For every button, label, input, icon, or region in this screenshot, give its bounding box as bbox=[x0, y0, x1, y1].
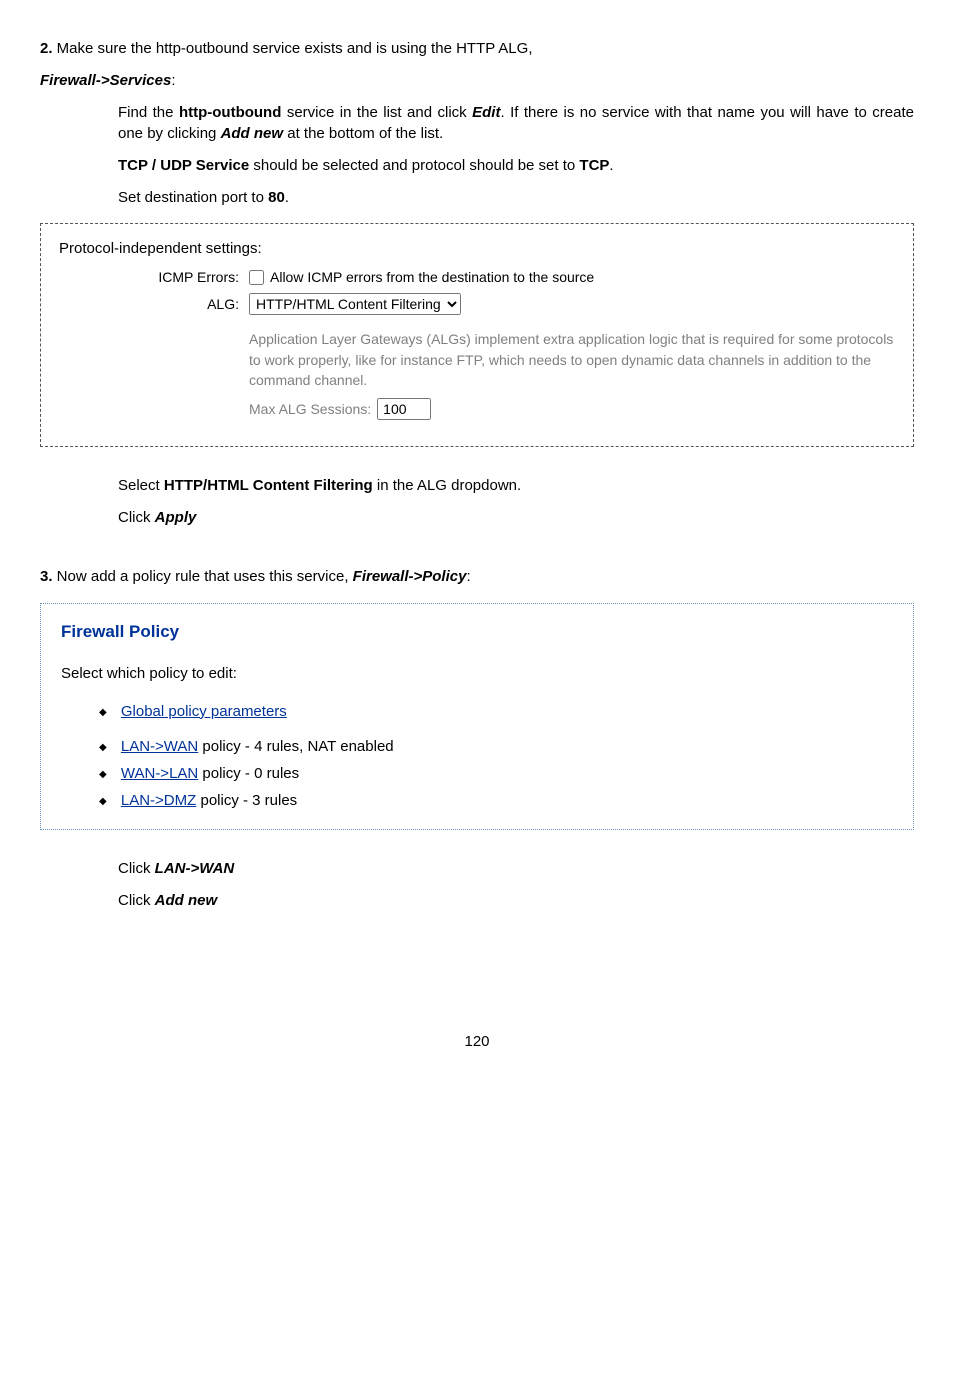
max-alg-sessions-row: Max ALG Sessions: bbox=[249, 398, 895, 420]
txt: policy - 4 rules, NAT enabled bbox=[198, 738, 393, 755]
para-tcp: TCP / UDP Service should be selected and… bbox=[118, 155, 914, 177]
policy-list: Global policy parameters LAN->WAN policy… bbox=[99, 703, 893, 809]
policy-item-global: Global policy parameters bbox=[99, 703, 893, 720]
icmp-errors-checkbox[interactable] bbox=[249, 270, 264, 285]
click-lan-wan-line: Click LAN->WAN bbox=[118, 858, 914, 880]
protocol-settings-title: Protocol-independent settings: bbox=[59, 238, 895, 260]
alg-row: ALG: HTTP/HTML Content Filtering bbox=[59, 293, 895, 315]
edit-label: Edit bbox=[472, 104, 500, 121]
lan-dmz-link[interactable]: LAN->DMZ bbox=[121, 792, 196, 809]
icmp-errors-text: Allow ICMP errors from the destination t… bbox=[270, 269, 594, 285]
tcp-label: TCP bbox=[579, 157, 609, 174]
txt: Click bbox=[118, 860, 155, 877]
txt: Set destination port to bbox=[118, 189, 268, 206]
add-new-label2: Add new bbox=[155, 892, 218, 909]
txt: . bbox=[285, 189, 289, 206]
step3-line: 3. Now add a policy rule that uses this … bbox=[40, 566, 914, 588]
max-alg-sessions-input[interactable] bbox=[377, 398, 431, 420]
txt: Find the bbox=[118, 104, 179, 121]
step3-number: 3. bbox=[40, 568, 53, 585]
txt: . bbox=[609, 157, 613, 174]
policy-item-lan-dmz: LAN->DMZ policy - 3 rules bbox=[99, 792, 893, 809]
protocol-settings-panel: Protocol-independent settings: ICMP Erro… bbox=[40, 223, 914, 448]
firewall-policy-title: Firewall Policy bbox=[61, 620, 893, 645]
global-policy-link[interactable]: Global policy parameters bbox=[121, 703, 287, 720]
txt: in the ALG dropdown. bbox=[373, 477, 521, 494]
txt: Click bbox=[118, 892, 155, 909]
txt: : bbox=[466, 568, 470, 585]
click-apply-line: Click Apply bbox=[118, 507, 914, 529]
step2-text: Make sure the http-outbound service exis… bbox=[53, 40, 533, 57]
lan-wan-link[interactable]: LAN->WAN bbox=[121, 738, 198, 755]
txt: service in the list and click bbox=[281, 104, 472, 121]
page-number: 120 bbox=[40, 1031, 914, 1053]
firewall-services-label: Firewall->Services bbox=[40, 72, 171, 89]
apply-label: Apply bbox=[155, 509, 197, 526]
firewall-policy-subtitle: Select which policy to edit: bbox=[61, 663, 893, 685]
icmp-errors-label: ICMP Errors: bbox=[59, 269, 249, 285]
http-outbound-label: http-outbound bbox=[179, 104, 281, 121]
txt: Now add a policy rule that uses this ser… bbox=[53, 568, 353, 585]
policy-item-wan-lan: WAN->LAN policy - 0 rules bbox=[99, 765, 893, 782]
firewall-services-path: Firewall->Services: bbox=[40, 70, 914, 92]
click-add-new-line: Click Add new bbox=[118, 890, 914, 912]
txt: Select bbox=[118, 477, 164, 494]
txt: at the bottom of the list. bbox=[283, 125, 443, 142]
port-80-label: 80 bbox=[268, 189, 285, 206]
txt: Click bbox=[118, 509, 155, 526]
max-alg-sessions-label: Max ALG Sessions: bbox=[249, 399, 371, 419]
content-filtering-label: HTTP/HTML Content Filtering bbox=[164, 477, 373, 494]
para-find: Find the http-outbound service in the li… bbox=[118, 102, 914, 146]
firewall-policy-path: Firewall->Policy bbox=[353, 568, 467, 585]
txt: policy - 0 rules bbox=[198, 765, 299, 782]
step2-line: 2. Make sure the http-outbound service e… bbox=[40, 38, 914, 60]
add-new-label: Add new bbox=[221, 125, 284, 142]
alg-label: ALG: bbox=[59, 296, 249, 312]
wan-lan-link[interactable]: WAN->LAN bbox=[121, 765, 198, 782]
policy-item-lan-wan: LAN->WAN policy - 4 rules, NAT enabled bbox=[99, 738, 893, 755]
alg-select[interactable]: HTTP/HTML Content Filtering bbox=[249, 293, 461, 315]
txt: should be selected and protocol should b… bbox=[249, 157, 579, 174]
alg-desc-row: Application Layer Gateways (ALGs) implem… bbox=[59, 323, 895, 420]
tcp-udp-label: TCP / UDP Service bbox=[118, 157, 249, 174]
step2-number: 2. bbox=[40, 40, 53, 57]
lan-wan-label: LAN->WAN bbox=[155, 860, 235, 877]
para-port: Set destination port to 80. bbox=[118, 187, 914, 209]
icmp-errors-row: ICMP Errors: Allow ICMP errors from the … bbox=[59, 269, 895, 285]
alg-description: Application Layer Gateways (ALGs) implem… bbox=[249, 329, 895, 390]
txt: policy - 3 rules bbox=[196, 792, 297, 809]
select-alg-line: Select HTTP/HTML Content Filtering in th… bbox=[118, 475, 914, 497]
firewall-policy-panel: Firewall Policy Select which policy to e… bbox=[40, 603, 914, 829]
